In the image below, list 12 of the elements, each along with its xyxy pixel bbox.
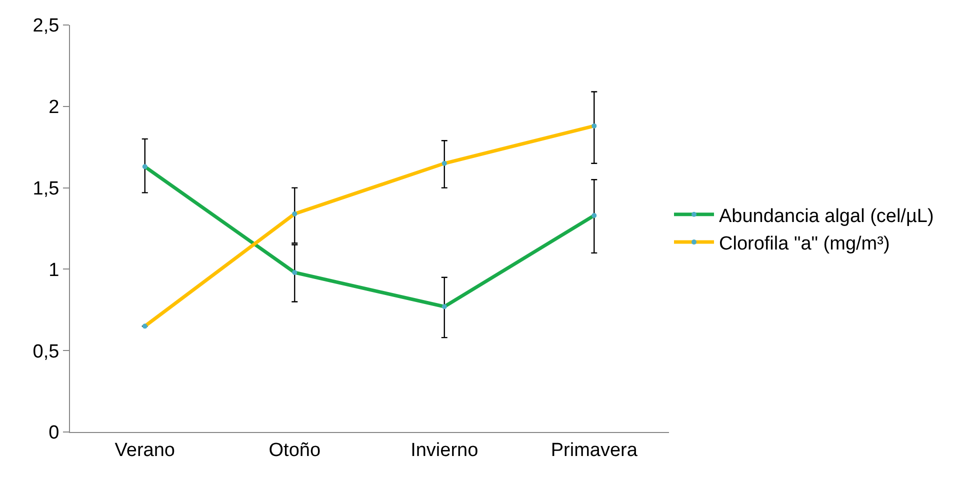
- y-tick-label: 2: [48, 97, 60, 118]
- x-tick-label: Primavera: [550, 440, 638, 461]
- legend-label: Abundancia algal (cel/µL): [719, 206, 934, 227]
- y-tick-label: 0: [48, 422, 60, 444]
- x-tick-label: Verano: [114, 440, 175, 461]
- legend-label: Clorofila "a" (mg/m³): [719, 233, 890, 254]
- x-tick-label: Otoño: [268, 440, 321, 461]
- x-tick-label: Invierno: [410, 440, 478, 461]
- y-tick-label: 1: [48, 260, 60, 281]
- y-tick-label: 2,5: [32, 16, 60, 37]
- y-tick-label: 0,5: [32, 341, 60, 362]
- y-tick-label: 1,5: [32, 178, 60, 200]
